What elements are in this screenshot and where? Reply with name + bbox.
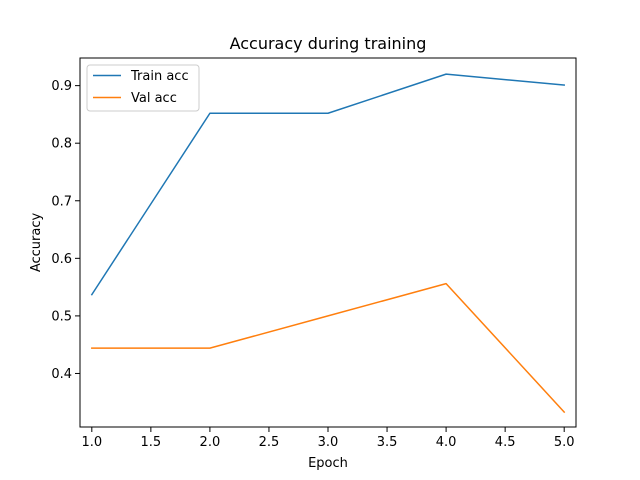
y-axis-label: Accuracy [29, 213, 44, 273]
x-tick-label: 3.5 [377, 435, 398, 450]
y-tick-label: 0.6 [51, 252, 72, 267]
legend: Train acc Val acc [86, 64, 200, 112]
chart-title: Accuracy during training [230, 34, 427, 53]
legend-box [86, 64, 200, 112]
legend-label-train-acc: Train acc [130, 69, 189, 84]
x-tick-label: 1.5 [141, 435, 162, 450]
x-axis-label: Epoch [308, 456, 348, 471]
y-tick-label: 0.4 [51, 367, 72, 382]
x-tick-label: 5.0 [554, 435, 575, 450]
x-tick-label: 4.5 [495, 435, 516, 450]
y-tick-label: 0.9 [51, 79, 72, 94]
x-tick-label: 2.0 [200, 435, 221, 450]
x-tick-label: 2.5 [259, 435, 280, 450]
y-tick-label: 0.8 [51, 137, 72, 152]
series-layer [90, 73, 566, 414]
x-tick-label: 3.0 [318, 435, 339, 450]
plot-background [80, 58, 576, 427]
y-tick-label: 0.5 [51, 309, 72, 324]
x-tick-label: 4.0 [436, 435, 457, 450]
series-line-val-acc [91, 282, 566, 414]
series-line-train-acc [90, 73, 566, 296]
legend-label-val-acc: Val acc [131, 91, 177, 106]
y-tick-label: 0.7 [51, 194, 72, 209]
x-axis: 1.0 1.5 2.0 2.5 3.0 3.5 4.0 4.5 5.0 [81, 427, 575, 450]
y-axis: 0.4 0.5 0.6 0.7 0.8 0.9 [51, 79, 80, 382]
x-tick-label: 1.0 [81, 435, 102, 450]
